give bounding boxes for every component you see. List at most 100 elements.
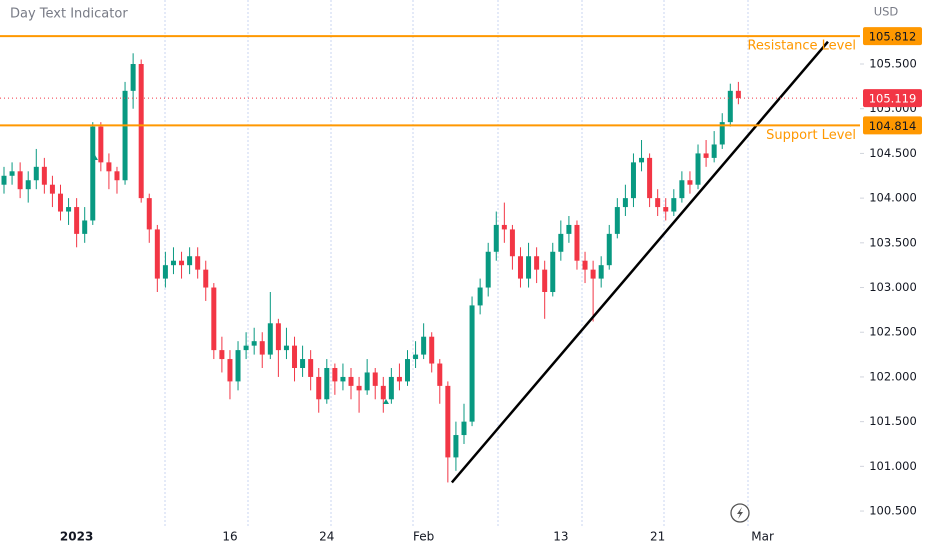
candle-body: [98, 126, 104, 163]
x-tick-label: 16: [222, 530, 237, 544]
x-tick-label: Feb: [413, 530, 434, 544]
candle-body: [453, 435, 459, 458]
candle-body: [671, 198, 677, 212]
candle-body: [90, 126, 96, 221]
candle-body: [122, 90, 128, 181]
candle-body: [405, 359, 410, 382]
candle-body: [235, 350, 241, 382]
candle-body: [614, 207, 620, 234]
last-price-label: 105.119: [869, 92, 917, 106]
x-tick-label: 13: [553, 530, 568, 544]
candle-body: [558, 233, 564, 252]
y-tick-label: 104.000: [869, 191, 917, 205]
candle-body: [437, 363, 443, 386]
candle-body: [219, 350, 225, 360]
level-name: Support Level: [766, 128, 856, 143]
candle-body: [493, 224, 499, 252]
candle-body: [308, 359, 314, 377]
level-tag: [863, 27, 922, 46]
candle-body: [130, 64, 136, 91]
candle-body: [292, 345, 298, 368]
candle-body: [57, 193, 63, 212]
y-tick-label: 103.500: [869, 235, 917, 249]
candle-body: [300, 359, 306, 368]
candle-body: [711, 144, 717, 158]
candle-body: [469, 305, 475, 422]
price-tags: 105.119 105.812 104.814: [863, 27, 922, 135]
candle-body: [1, 175, 7, 185]
candle-body: [348, 376, 354, 386]
candle-body: [380, 385, 386, 400]
candle-body: [49, 184, 55, 194]
candle-body: [396, 376, 402, 382]
candle-body: [316, 376, 322, 400]
y-tick-label: 102.000: [869, 369, 917, 383]
candle-body: [106, 162, 112, 172]
candle-body: [372, 372, 378, 386]
level-name: Resistance Level: [747, 39, 856, 54]
candle-body: [695, 153, 701, 185]
x-tick-label: 21: [650, 530, 665, 544]
candle-body: [227, 359, 233, 382]
candle-body: [9, 171, 15, 176]
candle-body: [364, 372, 370, 391]
candle-body: [630, 162, 636, 199]
candle-body: [259, 341, 265, 355]
candle-body: [590, 269, 596, 279]
candle-body: [679, 180, 685, 199]
candle-body: [477, 287, 483, 306]
y-tick-label: 103.000: [869, 280, 917, 294]
candle-body: [517, 256, 523, 279]
y-tick-label: 101.500: [869, 414, 917, 428]
candle-body: [598, 265, 604, 279]
candle-body: [542, 269, 548, 293]
candle-body: [655, 198, 661, 208]
candle-body: [719, 122, 725, 145]
candle-body: [534, 256, 540, 270]
candle-body: [429, 336, 435, 364]
candle-body: [485, 251, 491, 288]
candle-body: [413, 354, 419, 360]
candle-body: [550, 251, 556, 293]
candle-body: [17, 171, 23, 190]
currency-label: USD: [874, 5, 899, 19]
candle-body: [179, 260, 185, 266]
candle-body: [82, 220, 88, 234]
y-tick-label: 100.500: [869, 504, 917, 518]
candle-body: [687, 180, 693, 185]
candle-body: [243, 345, 249, 351]
candle-body: [566, 224, 572, 234]
x-tick-label: 24: [319, 530, 334, 544]
candle-body: [421, 336, 427, 355]
price-axis: 100.500 101.000 101.500 102.000 102.500 103.0…: [860, 57, 917, 518]
candle-body: [647, 157, 653, 199]
candle-body: [41, 166, 47, 185]
candle-body: [356, 385, 362, 391]
candle-body: [526, 256, 532, 279]
level-tag-label: 104.814: [869, 119, 917, 133]
candle-body: [170, 260, 176, 266]
candle-body: [445, 385, 451, 458]
candle-body: [283, 345, 289, 351]
signal-marker: [92, 155, 98, 160]
chart-title: Day Text Indicator: [10, 7, 128, 22]
candle-body: [324, 367, 330, 400]
candle-body: [251, 341, 257, 346]
candle-body: [639, 157, 645, 163]
y-tick-label: 105.500: [869, 57, 917, 71]
x-tick-label: 2023: [60, 530, 93, 544]
candle-body: [509, 229, 515, 257]
candle-body: [663, 207, 669, 212]
signal-marker: [383, 399, 389, 404]
candle-body: [340, 376, 346, 382]
candle-body: [211, 287, 217, 351]
candle-body: [275, 323, 281, 351]
candle-body: [606, 233, 612, 266]
trend-line: [450, 40, 829, 484]
last-price-tag: [863, 89, 922, 108]
candle-body: [703, 153, 709, 158]
candle-body: [501, 224, 507, 230]
candle-body: [114, 171, 120, 181]
